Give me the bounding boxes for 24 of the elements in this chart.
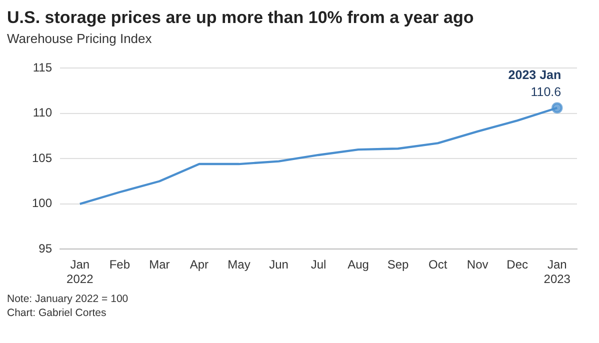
x-tick-label: Aug — [348, 258, 369, 272]
x-tick-label: Jan 2023 — [544, 258, 571, 286]
x-tick-label: Oct — [428, 258, 448, 272]
x-tick-label: Nov — [466, 258, 488, 272]
text: Note: January 2022 = 100 — [7, 292, 130, 306]
text: Chart: Gabriel Cortes — [7, 306, 108, 320]
x-tick-label: Feb — [109, 258, 130, 272]
chart-subtitle: Warehouse Pricing Index — [7, 31, 153, 46]
y-tick-label: 95 — [38, 242, 52, 256]
x-tick-label: Jul — [310, 258, 326, 272]
x-tick-label: Dec — [506, 258, 528, 272]
x-tick-label: Jan 2022 — [66, 258, 94, 286]
data-label: 110.6 — [530, 84, 562, 99]
x-tick-label: May — [228, 258, 250, 272]
y-tick-label: 105 — [32, 150, 52, 165]
annotation: 2023 Jan — [508, 68, 562, 82]
y-tick-label: 100 — [32, 196, 52, 210]
y-tick-label: 115 — [32, 60, 52, 74]
chart-title: U.S. storage prices are up more than 10% from a year ago — [7, 8, 475, 28]
x-tick-label: Jun — [269, 258, 288, 272]
x-tick-label: Sep — [387, 258, 410, 272]
x-tick-label: Mar — [149, 258, 170, 272]
y-tick-label: 110 — [32, 106, 52, 120]
x-tick-label: Apr — [190, 258, 209, 272]
